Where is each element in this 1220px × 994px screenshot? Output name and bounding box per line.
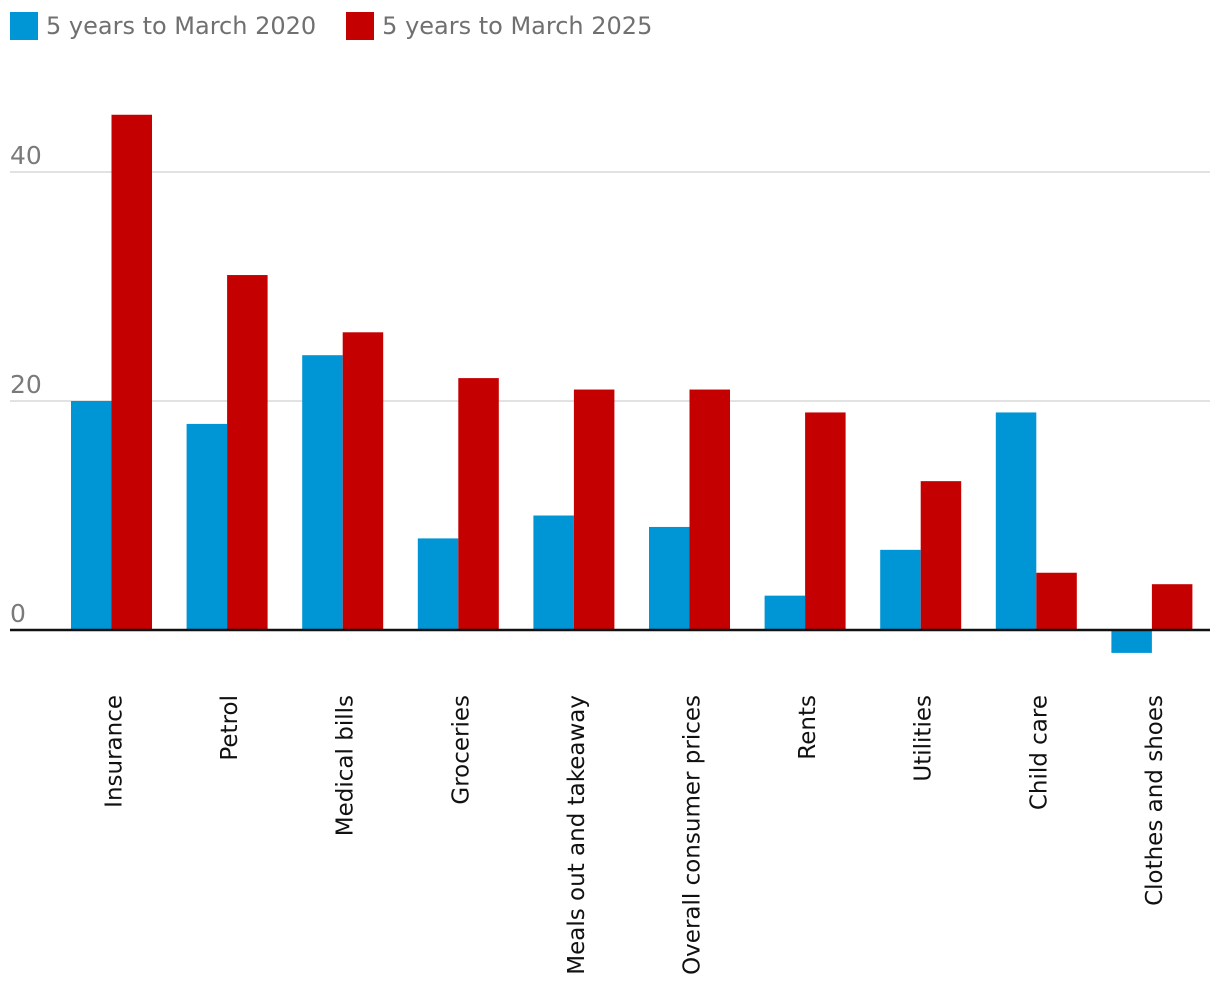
category-label-child-care: Child care <box>1026 695 1052 810</box>
category-label-medical-bills: Medical bills <box>333 695 359 836</box>
y-tick-label-40: 40 <box>10 141 42 170</box>
category-label-utilities: Utilities <box>911 695 937 782</box>
bar-2020-utilities <box>880 549 921 630</box>
legend-label-2025: 5 years to March 2025 <box>382 12 653 40</box>
bar-2020-overall-consumer-prices <box>649 526 690 630</box>
category-label-clothes-and-shoes: Clothes and shoes <box>1142 695 1168 906</box>
bar-2025-clothes-and-shoes <box>1151 584 1193 630</box>
y-tick-label-20: 20 <box>10 370 42 399</box>
bar-2025-medical-bills <box>342 332 384 630</box>
legend-item-2020: 5 years to March 2020 <box>10 12 316 40</box>
bar-2025-insurance <box>111 114 152 630</box>
category-label-meals-out-and-takeaway: Meals out and takeaway <box>564 695 590 975</box>
bar-2025-groceries <box>458 378 499 630</box>
legend-swatch-2025 <box>346 12 375 40</box>
bar-2025-rents <box>805 412 846 630</box>
bar-2020-child-care <box>995 412 1037 630</box>
bar-2020-petrol <box>186 423 228 630</box>
bar-2020-meals-out-and-takeaway <box>533 515 574 630</box>
category-label-overall-consumer-prices: Overall consumer prices <box>680 695 706 975</box>
bar-2020-groceries <box>417 538 459 630</box>
bar-2020-clothes-and-shoes <box>1111 630 1152 653</box>
bar-2025-meals-out-and-takeaway <box>573 389 615 630</box>
bar-2025-child-care <box>1036 572 1077 630</box>
legend: 5 years to March 2020 5 years to March 2… <box>10 12 682 40</box>
category-label-petrol: Petrol <box>217 695 243 761</box>
y-tick-label-0: 0 <box>10 599 26 628</box>
bar-2020-medical-bills <box>302 355 343 630</box>
bar-2025-petrol <box>227 275 268 630</box>
category-label-insurance: Insurance <box>102 695 128 808</box>
bar-2025-overall-consumer-prices <box>689 389 730 630</box>
bar-2020-insurance <box>71 401 112 630</box>
bar-2025-utilities <box>920 481 962 630</box>
legend-swatch-2020 <box>10 12 38 40</box>
bar-2020-rents <box>764 595 806 630</box>
legend-label-2020: 5 years to March 2020 <box>46 12 317 40</box>
legend-item-2025: 5 years to March 2025 <box>346 12 652 40</box>
category-label-groceries: Groceries <box>448 695 474 805</box>
category-label-rents: Rents <box>795 695 821 760</box>
